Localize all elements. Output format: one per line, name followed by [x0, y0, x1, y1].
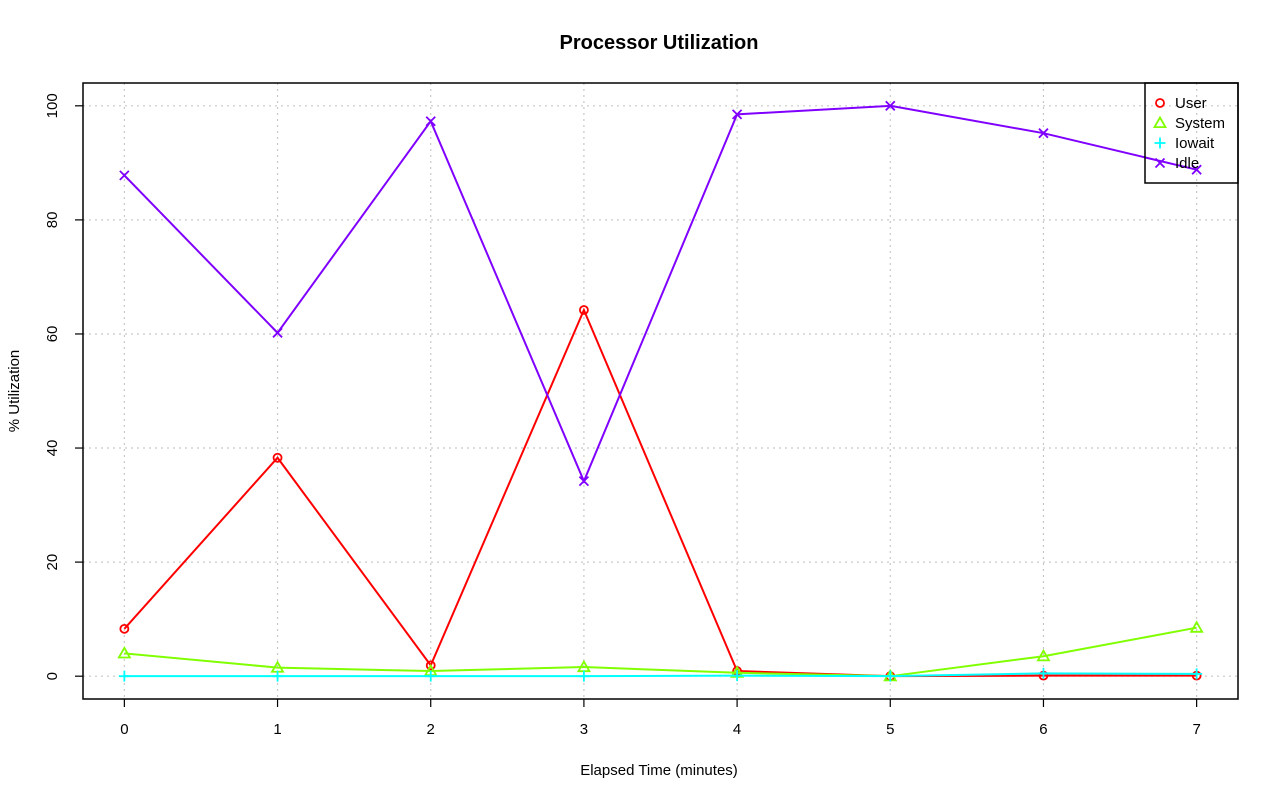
legend-marker-idle [1154, 157, 1166, 169]
x-tick-label: 5 [886, 721, 894, 738]
legend-box [1144, 82, 1239, 184]
data-point-idle [119, 170, 130, 181]
legend-marker-iowait [1154, 137, 1166, 149]
legend-marker-user [1155, 98, 1165, 108]
legend-label-user: User [1175, 95, 1207, 112]
legend: User System Iowait Idle [1144, 82, 1239, 184]
data-point-system [1036, 648, 1051, 662]
data-point-user [119, 623, 130, 634]
chart-title: Processor Utilization [560, 32, 759, 54]
axes: 0 1 2 3 4 5 6 7 0 20 40 60 80 100 [44, 93, 1201, 738]
y-tick-label: 40 [44, 440, 61, 457]
legend-label-system: System [1175, 115, 1225, 132]
series-line-user [123, 307, 1197, 678]
x-tick-label: 3 [580, 721, 588, 738]
legend-label-idle: Idle [1175, 155, 1199, 172]
data-point-iowait [1191, 668, 1203, 680]
series-user [119, 305, 1202, 682]
series-system [117, 620, 1204, 682]
y-axis-label: % Utilization [6, 350, 23, 433]
data-point-user [425, 660, 436, 671]
x-tick-label: 0 [120, 721, 128, 738]
data-point-idle [1038, 128, 1049, 139]
y-tick-label: 80 [44, 212, 61, 229]
x-tick-label: 6 [1039, 721, 1047, 738]
data-point-user [272, 452, 283, 463]
data-point-iowait [272, 670, 284, 682]
x-tick-label: 1 [273, 721, 281, 738]
data-point-idle [425, 116, 436, 127]
series-idle [119, 100, 1202, 487]
x-axis-label: Elapsed Time (minutes) [580, 762, 738, 779]
data-point-iowait [118, 670, 130, 682]
data-point-iowait [884, 670, 896, 682]
plot-frame [82, 82, 1239, 700]
data-point-user [579, 305, 589, 315]
y-tick-label: 100 [44, 93, 61, 118]
data-point-iowait [1037, 667, 1049, 679]
y-tick-label: 60 [44, 326, 61, 343]
x-tick-label: 7 [1192, 721, 1200, 738]
data-point-idle [272, 327, 283, 338]
data-point-idle [731, 109, 743, 120]
x-tick-label: 4 [733, 721, 741, 738]
series-layer [117, 100, 1204, 682]
data-point-iowait [425, 670, 437, 682]
series-iowait [118, 667, 1203, 682]
series-line-system [124, 626, 1197, 678]
data-point-idle [578, 475, 590, 487]
data-point-idle [885, 100, 896, 111]
data-point-iowait [731, 670, 743, 682]
series-line-idle [123, 104, 1197, 484]
data-point-system [1189, 620, 1204, 633]
grid [83, 83, 1238, 699]
y-tick-label: 0 [44, 672, 61, 680]
data-point-iowait [578, 670, 590, 682]
data-point-idle [1191, 164, 1202, 175]
series-line-iowait [124, 672, 1197, 678]
legend-label-iowait: Iowait [1175, 135, 1215, 152]
y-tick-label: 20 [44, 554, 61, 571]
legend-marker-system [1152, 115, 1168, 129]
x-tick-label: 2 [427, 721, 435, 738]
data-point-system [117, 646, 132, 659]
